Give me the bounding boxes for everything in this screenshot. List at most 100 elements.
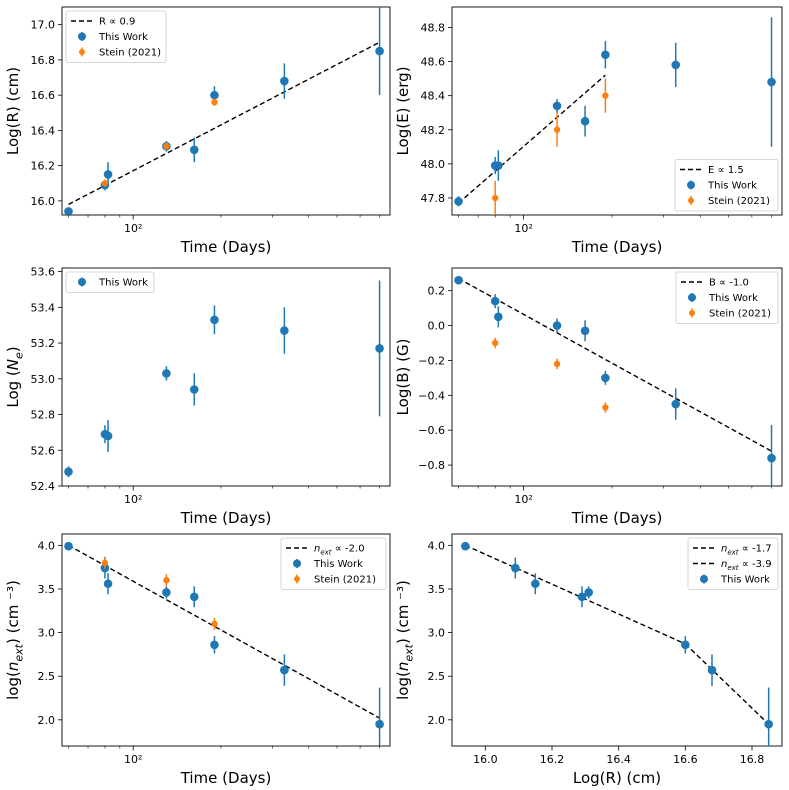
fit-line — [68, 41, 380, 206]
stein-point — [101, 180, 109, 187]
this-work-point — [531, 579, 540, 589]
x-tick-label: 16.0 — [473, 753, 498, 766]
panel-p3: 52.4 52.6 52.8 53.0 53.2 53.4 53.6 10² Time (Day… — [4, 266, 391, 527]
plot-area — [64, 541, 384, 746]
legend-marker — [688, 293, 696, 302]
this-work-point — [552, 101, 562, 111]
y-tick-label: −0.8 — [418, 459, 445, 472]
y-tick-label: −0.2 — [418, 354, 445, 367]
y-tick-label: 16.8 — [31, 54, 56, 67]
y-tick-label: −0.6 — [418, 424, 445, 437]
y-tick-label: 2.5 — [38, 670, 56, 683]
stein-point — [553, 360, 561, 368]
legend: E ∝ 1.5 This Work Stein (2021) — [674, 159, 779, 212]
legend: R ∝ 0.9 This Work Stein (2021) — [65, 10, 167, 63]
legend-marker — [294, 576, 300, 582]
legend-label: This Work — [98, 32, 148, 43]
x-axis-label: Time (Days) — [180, 769, 272, 787]
legend-label: Stein (2021) — [708, 196, 770, 207]
this-work-point — [375, 46, 384, 56]
y-tick-label: 2.0 — [428, 714, 446, 727]
this-work-point — [375, 719, 384, 729]
legend-box — [65, 271, 155, 293]
this-work-point — [707, 665, 717, 675]
stein-point — [163, 143, 170, 150]
legend-marker — [688, 197, 694, 204]
y-tick-label: 0.2 — [428, 285, 446, 298]
legend-label: This Work — [708, 293, 758, 304]
x-axis-label: Time (Days) — [571, 238, 663, 256]
stein-point — [211, 620, 218, 628]
this-work-point — [764, 719, 773, 729]
this-work-point — [103, 170, 113, 179]
x-tick-label: 16.4 — [606, 753, 631, 766]
this-work-point — [454, 275, 463, 285]
this-work-point — [601, 50, 610, 60]
legend-label: Stein (2021) — [314, 575, 376, 586]
legend-box — [674, 159, 779, 212]
legend-label: Stein (2021) — [99, 48, 161, 59]
y-axis-label: log(next) (cm ⁻³) — [394, 580, 416, 700]
legend-box — [65, 10, 167, 63]
x-tick-label: 10² — [124, 493, 142, 506]
this-work-point — [210, 640, 219, 650]
legend-label: R ∝ 0.9 — [99, 17, 135, 28]
fit-line — [465, 544, 686, 645]
y-tick-label: 3.5 — [38, 583, 56, 596]
legend: next ∝ -1.7 next ∝ -3.9 This Work — [687, 537, 779, 590]
this-work-point — [494, 312, 503, 322]
legend-label: next ∝ -1.7 — [721, 544, 772, 557]
this-work-point — [210, 315, 219, 325]
legend-box — [675, 271, 779, 324]
this-work-point — [64, 467, 73, 477]
legend-label: next ∝ -3.9 — [721, 559, 772, 572]
this-work-point — [64, 207, 73, 215]
legend-marker — [689, 310, 695, 316]
this-work-point — [103, 579, 113, 589]
legend-marker — [78, 32, 86, 41]
this-work-point — [162, 369, 171, 378]
this-work-point — [375, 344, 384, 353]
y-tick-label: 0.0 — [428, 320, 446, 333]
legend-label: E ∝ 1.5 — [708, 165, 744, 176]
y-axis-label: Log (Ne) — [4, 346, 26, 407]
y-tick-label: 47.8 — [421, 192, 446, 205]
x-tick-label: 16.2 — [540, 753, 565, 766]
legend-label: This Work — [313, 559, 363, 570]
panel-p2: 47.8 48.0 48.2 48.4 48.6 48.8 10² Time (Days) Lo… — [394, 6, 783, 256]
this-work-point — [601, 373, 610, 383]
this-work-point — [64, 541, 73, 551]
stein-point — [602, 404, 609, 411]
this-work-point — [210, 90, 219, 100]
legend-label: B ∝ -1.0 — [709, 278, 749, 289]
x-tick-label: 10² — [124, 222, 142, 235]
fit-line — [458, 74, 606, 204]
legend: next ∝ -2.0 This Work Stein (2021) — [280, 537, 387, 590]
plot-area — [461, 541, 773, 746]
this-work-point — [454, 197, 463, 206]
plot-frame — [61, 6, 391, 216]
fit-line — [68, 544, 380, 719]
y-tick-label: 2.0 — [38, 714, 56, 727]
plot-area — [454, 275, 776, 486]
y-tick-label: 2.5 — [428, 670, 446, 683]
legend-label: Stein (2021) — [709, 309, 771, 320]
panel-p4: −0.8 −0.6 −0.4 −0.2 0.0 0.2 10² Time (Days) Log(… — [394, 267, 783, 527]
panel-p6: 2.0 2.5 3.0 3.5 4.0 16.0 16.2 16.4 16.6 16.8 Log(R… — [394, 533, 783, 787]
plot-frame — [451, 267, 783, 487]
y-tick-label: 48.2 — [421, 124, 446, 137]
legend-label: This Work — [720, 575, 770, 586]
this-work-point — [767, 77, 776, 87]
y-tick-label: 52.4 — [31, 480, 56, 493]
x-axis-label: Time (Days) — [571, 509, 663, 527]
y-tick-label: 3.0 — [428, 627, 446, 640]
legend: B ∝ -1.0 This Work Stein (2021) — [675, 271, 779, 324]
y-tick-label: 48.8 — [421, 21, 446, 34]
y-tick-label: 17.0 — [31, 19, 56, 32]
legend-marker — [79, 49, 85, 55]
this-work-point — [103, 431, 113, 441]
y-axis-label: Log(R) (cm) — [4, 67, 22, 155]
x-axis-label: Log(R) (cm) — [573, 769, 661, 787]
y-tick-label: 16.2 — [31, 160, 56, 173]
y-axis-label: Log(E) (erg) — [394, 66, 412, 155]
